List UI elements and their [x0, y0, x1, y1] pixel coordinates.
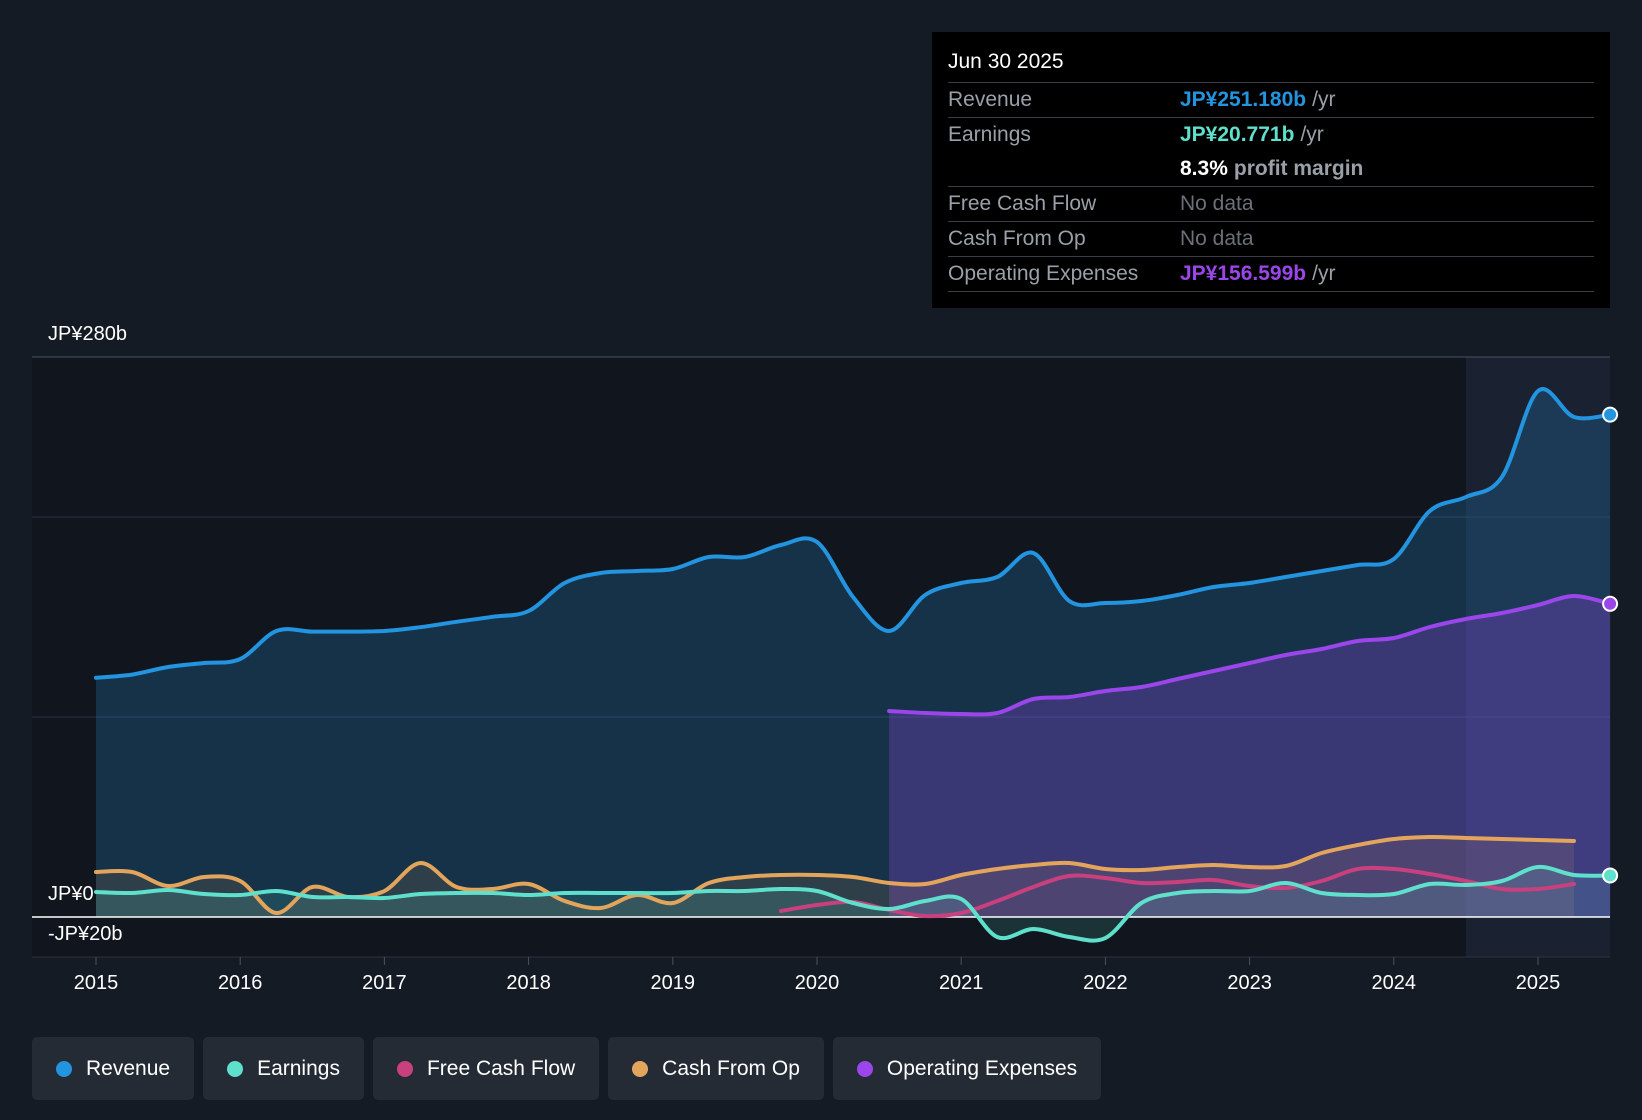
x-tick-label-2016: 2016 — [218, 972, 263, 994]
line-operating-expenses — [887, 593, 1613, 717]
x-tick-label-2018: 2018 — [506, 972, 551, 994]
y-bottom-label: -JP¥20b — [48, 923, 123, 945]
tooltip-margin-wrap: 8.3% profit margin — [1180, 152, 1363, 186]
x-tick-label-2024: 2024 — [1372, 972, 1417, 994]
line-free-cash-flow — [778, 865, 1576, 919]
tooltip-row-earnings: Earnings JP¥20.771b/yr — [948, 118, 1594, 152]
legend-item-earnings[interactable]: Earnings — [203, 1037, 364, 1100]
legend-dot-cash-from-op-icon — [632, 1060, 649, 1077]
tooltip-fcf-label: Free Cash Flow — [948, 192, 1097, 215]
legend-label-earnings: Earnings — [257, 1056, 340, 1080]
y-top-label: JP¥280b — [48, 323, 127, 345]
tooltip-fcf-value: No data — [1180, 192, 1254, 215]
tooltip-row-revenue: Revenue JP¥251.180b/yr — [948, 83, 1594, 118]
grid-lines — [32, 356, 1610, 958]
plot-background — [32, 357, 1610, 957]
legend: Revenue Earnings Free Cash Flow Cash Fro… — [32, 1037, 1102, 1100]
end-marker-operating-expenses — [1602, 595, 1619, 612]
x-tick-label-2020: 2020 — [795, 972, 840, 994]
tooltip-margin-spacer — [948, 152, 1180, 186]
x-tick-label-2023: 2023 — [1227, 972, 1272, 994]
tooltip-panel: Jun 30 2025 Revenue JP¥251.180b/yr Earni… — [932, 32, 1610, 308]
tooltip-row-opex: Operating Expenses JP¥156.599b/yr — [948, 257, 1594, 292]
y-zero-label: JP¥0 — [48, 883, 94, 905]
tooltip-cfo-value: No data — [1180, 227, 1254, 250]
legend-label-free-cash-flow: Free Cash Flow — [426, 1056, 576, 1080]
tooltip-earnings-value-wrap: JP¥20.771b/yr — [1180, 118, 1324, 152]
legend-item-free-cash-flow[interactable]: Free Cash Flow — [372, 1037, 600, 1100]
tooltip-date: Jun 30 2025 — [948, 46, 1594, 83]
tooltip-revenue-label: Revenue — [948, 88, 1033, 111]
x-tick-label-2021: 2021 — [939, 972, 984, 994]
tooltip-earnings-label: Earnings — [948, 123, 1031, 146]
x-axis-ticks: 2015 2016 2017 2018 2019 2020 2021 2022 2023 2024… — [74, 957, 1561, 994]
legend-dot-revenue-icon — [56, 1060, 72, 1077]
x-tick-label-2022: 2022 — [1083, 972, 1128, 994]
tooltip-opex-unit: /yr — [1312, 262, 1336, 285]
legend-label-cash-from-op: Cash From Op — [662, 1056, 800, 1080]
tooltip-row-fcf: Free Cash Flow No data — [948, 187, 1594, 222]
end-marker-earnings — [1602, 867, 1619, 884]
legend-label-operating-expenses: Operating Expenses — [886, 1056, 1078, 1080]
legend-item-operating-expenses[interactable]: Operating Expenses — [832, 1037, 1102, 1100]
axis-labels: JP¥280b JP¥0 -JP¥20b — [48, 323, 127, 945]
tooltip-earnings-value: JP¥20.771b — [1180, 123, 1295, 146]
legend-item-cash-from-op[interactable]: Cash From Op — [608, 1037, 824, 1100]
legend-dot-operating-expenses-icon — [856, 1060, 873, 1077]
tooltip-revenue-unit: /yr — [1312, 88, 1336, 111]
tooltip-opex-value-wrap: JP¥156.599b/yr — [1180, 257, 1335, 291]
tooltip-opex-value: JP¥156.599b — [1180, 262, 1307, 285]
x-tick-label-2019: 2019 — [651, 972, 696, 994]
line-revenue — [94, 387, 1613, 680]
end-marker-revenue — [1602, 406, 1619, 423]
tooltip-revenue-value-wrap: JP¥251.180b/yr — [1180, 83, 1335, 117]
tooltip-opex-label: Operating Expenses — [948, 262, 1139, 285]
legend-item-revenue[interactable]: Revenue — [32, 1037, 195, 1100]
tooltip-revenue-value: JP¥251.180b — [1180, 88, 1307, 111]
legend-dot-earnings-icon — [227, 1060, 244, 1077]
x-tick-label-2017: 2017 — [362, 972, 407, 994]
tooltip-margin-value: 8.3% — [1180, 157, 1228, 180]
area-revenue — [96, 389, 1611, 917]
tooltip-cfo-label: Cash From Op — [948, 227, 1086, 250]
recent-period-region — [1465, 357, 1610, 957]
tooltip-row-cfo: Cash From Op No data — [948, 222, 1594, 257]
line-earnings — [94, 864, 1613, 943]
series-layer — [32, 387, 1619, 943]
tooltip-margin-text: profit margin — [1233, 157, 1364, 180]
tooltip-earnings-unit: /yr — [1300, 123, 1324, 146]
x-tick-label-2015: 2015 — [74, 972, 119, 994]
legend-dot-free-cash-flow-icon — [396, 1060, 413, 1077]
x-tick-label-2025: 2025 — [1516, 972, 1561, 994]
legend-label-revenue: Revenue — [86, 1056, 171, 1080]
tooltip-row-margin: 8.3% profit margin — [948, 152, 1594, 187]
